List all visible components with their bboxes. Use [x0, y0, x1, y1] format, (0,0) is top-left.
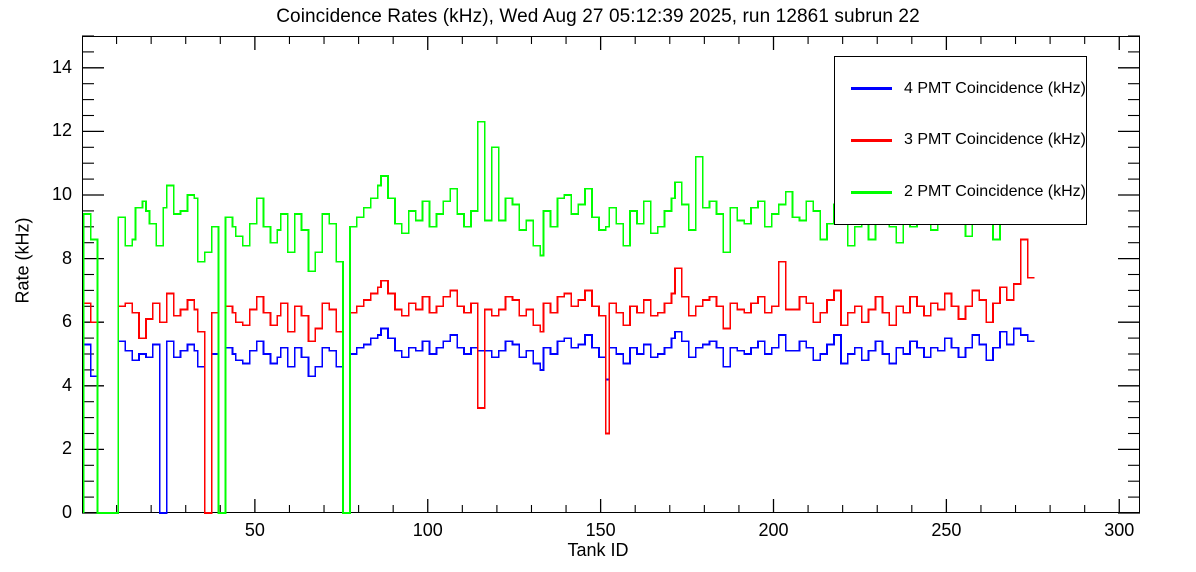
legend-swatch-3pmt [851, 138, 893, 142]
y-tick-label: 6 [61, 311, 72, 332]
y-tick-label: 12 [51, 120, 72, 141]
legend: 4 PMT Coincidence (kHz) 3 PMT Coincidenc… [834, 56, 1087, 225]
x-tick-label: 250 [931, 520, 962, 540]
x-tick-label: 50 [244, 520, 265, 540]
legend-label-3pmt: 3 PMT Coincidence (kHz) [904, 131, 1086, 149]
legend-item-3pmt[interactable]: 3 PMT Coincidence (kHz) [835, 123, 1086, 157]
y-tick-label: 8 [61, 247, 72, 268]
legend-label-2pmt: 2 PMT Coincidence (kHz) [904, 183, 1086, 201]
y-axis-title: Rate (kHz) [12, 217, 33, 304]
y-tick-label: 2 [61, 438, 72, 459]
x-tick-label: 150 [585, 520, 616, 540]
x-tick-label: 100 [412, 520, 443, 540]
y-tick-label: 0 [61, 502, 72, 522]
legend-swatch-4pmt [851, 87, 893, 91]
y-tick-label: 4 [61, 374, 72, 395]
legend-item-4pmt[interactable]: 4 PMT Coincidence (kHz) [835, 72, 1086, 106]
legend-swatch-2pmt [851, 190, 893, 194]
legend-label-4pmt: 4 PMT Coincidence (kHz) [904, 79, 1086, 97]
x-axis-title: Tank ID [567, 540, 629, 560]
x-tick-label: 300 [1104, 520, 1135, 540]
y-tick-label: 10 [51, 184, 72, 204]
legend-item-2pmt[interactable]: 2 PMT Coincidence (kHz) [835, 175, 1086, 209]
page-title: Coincidence Rates (kHz), Wed Aug 27 05:1… [276, 6, 920, 27]
y-tick-label: 14 [51, 56, 72, 77]
x-tick-label: 200 [758, 520, 789, 540]
